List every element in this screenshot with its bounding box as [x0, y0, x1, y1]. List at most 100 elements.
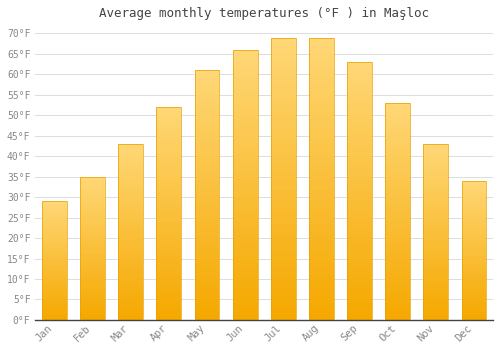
Bar — [118, 158, 143, 162]
Bar — [80, 274, 105, 277]
Bar — [42, 201, 67, 320]
Bar — [118, 176, 143, 179]
Bar — [156, 180, 181, 184]
Bar — [118, 271, 143, 274]
Bar — [347, 289, 372, 294]
Bar — [271, 83, 295, 89]
Bar — [386, 160, 410, 164]
Bar — [80, 294, 105, 297]
Bar — [156, 260, 181, 265]
Bar — [424, 151, 448, 154]
Bar — [309, 60, 334, 66]
Bar — [194, 245, 220, 250]
Bar — [271, 286, 295, 292]
Bar — [118, 292, 143, 295]
Bar — [232, 61, 258, 66]
Bar — [347, 165, 372, 170]
Bar — [80, 240, 105, 243]
Bar — [156, 167, 181, 171]
Bar — [309, 269, 334, 275]
Bar — [424, 271, 448, 274]
Bar — [424, 316, 448, 320]
Bar — [309, 173, 334, 179]
Bar — [194, 170, 220, 175]
Bar — [424, 207, 448, 211]
Bar — [347, 103, 372, 108]
Bar — [271, 230, 295, 235]
Bar — [386, 151, 410, 155]
Bar — [424, 162, 448, 165]
Bar — [462, 298, 486, 300]
Bar — [347, 170, 372, 176]
Bar — [42, 246, 67, 249]
Bar — [232, 282, 258, 288]
Bar — [309, 139, 334, 145]
Bar — [80, 223, 105, 225]
Bar — [386, 298, 410, 303]
Bar — [156, 307, 181, 312]
Bar — [42, 253, 67, 256]
Bar — [309, 156, 334, 162]
Bar — [424, 285, 448, 288]
Bar — [42, 261, 67, 263]
Bar — [424, 278, 448, 281]
Bar — [232, 223, 258, 228]
Bar — [347, 284, 372, 289]
Bar — [80, 185, 105, 188]
Bar — [156, 201, 181, 205]
Bar — [271, 235, 295, 241]
Bar — [42, 284, 67, 287]
Bar — [194, 115, 220, 120]
Bar — [194, 75, 220, 80]
Bar — [118, 278, 143, 281]
Bar — [386, 316, 410, 320]
Bar — [80, 314, 105, 317]
Bar — [271, 275, 295, 280]
Bar — [194, 255, 220, 260]
Bar — [424, 169, 448, 172]
Bar — [386, 107, 410, 112]
Bar — [118, 281, 143, 285]
Bar — [347, 232, 372, 237]
Bar — [194, 250, 220, 255]
Bar — [424, 229, 448, 232]
Bar — [118, 169, 143, 172]
Bar — [232, 163, 258, 169]
Bar — [386, 103, 410, 107]
Bar — [194, 230, 220, 235]
Bar — [386, 138, 410, 142]
Bar — [386, 264, 410, 268]
Bar — [386, 190, 410, 194]
Bar — [271, 201, 295, 207]
Bar — [80, 234, 105, 237]
Bar — [424, 274, 448, 278]
Bar — [309, 105, 334, 111]
Bar — [424, 204, 448, 207]
Bar — [156, 247, 181, 252]
Bar — [156, 128, 181, 133]
Bar — [232, 309, 258, 315]
Bar — [118, 172, 143, 176]
Bar — [118, 257, 143, 260]
Bar — [462, 189, 486, 192]
Bar — [232, 239, 258, 244]
Bar — [194, 260, 220, 265]
Bar — [118, 232, 143, 236]
Bar — [232, 50, 258, 320]
Bar — [271, 77, 295, 83]
Bar — [271, 37, 295, 43]
Bar — [347, 139, 372, 145]
Bar — [462, 186, 486, 189]
Bar — [347, 212, 372, 217]
Bar — [271, 37, 295, 320]
Bar — [232, 180, 258, 185]
Bar — [42, 239, 67, 241]
Bar — [232, 206, 258, 212]
Bar — [462, 245, 486, 247]
Bar — [347, 72, 372, 78]
Bar — [232, 255, 258, 260]
Bar — [386, 303, 410, 307]
Bar — [309, 128, 334, 134]
Bar — [194, 305, 220, 310]
Bar — [386, 207, 410, 211]
